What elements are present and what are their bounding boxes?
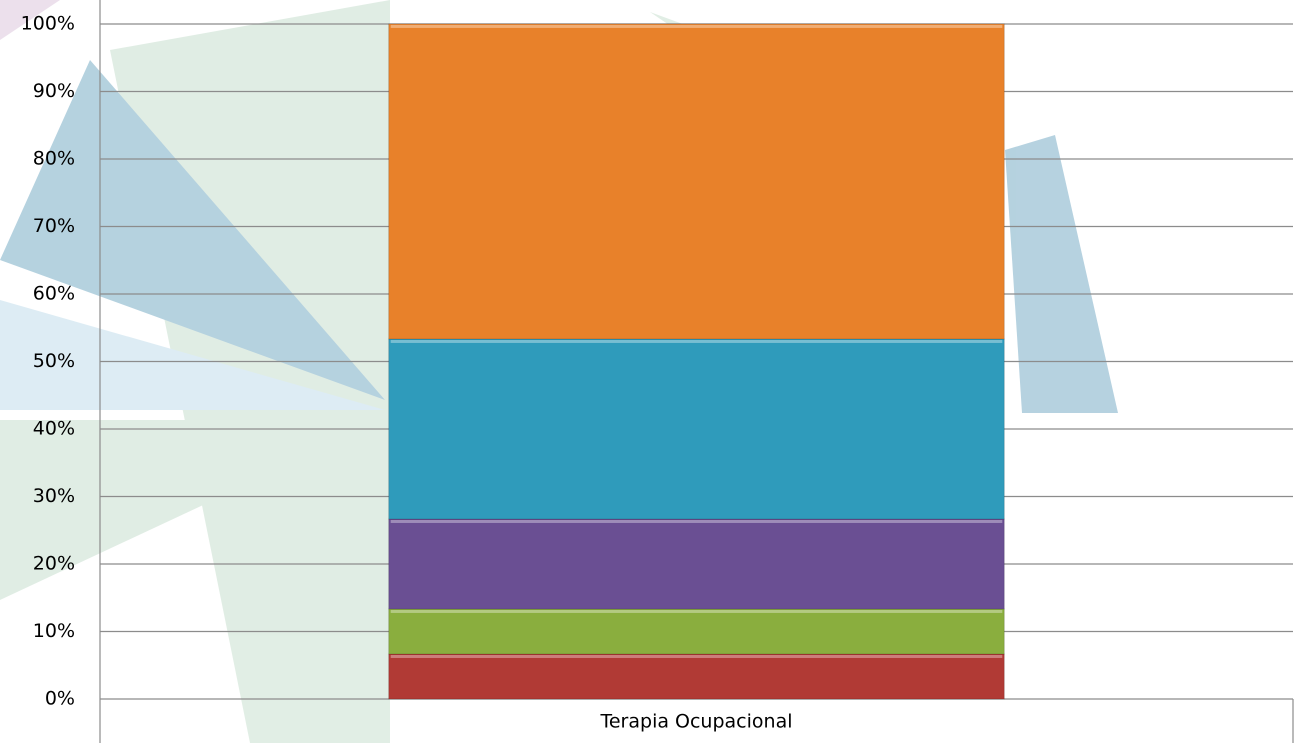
y-tick-label: 80% — [33, 148, 75, 170]
y-tick-label: 30% — [33, 485, 75, 507]
x-tick-label: Terapia Ocupacional — [599, 711, 792, 733]
y-tick-label: 60% — [33, 283, 75, 305]
bar-segment — [388, 608, 1005, 655]
bar-highlight — [390, 24, 1003, 28]
bar-highlight — [390, 519, 1003, 523]
y-tick-label: 0% — [45, 688, 75, 710]
bar-highlight — [390, 339, 1003, 343]
y-tick-label: 20% — [33, 553, 75, 575]
bar-segment — [388, 518, 1005, 610]
bar-highlight — [390, 609, 1003, 613]
y-tick-label: 70% — [33, 215, 75, 237]
bar-segment — [388, 653, 1005, 700]
bar-segment — [388, 338, 1005, 520]
y-tick-label: 50% — [33, 350, 75, 372]
y-tick-label: 100% — [21, 13, 75, 35]
bar-highlight — [390, 654, 1003, 658]
y-tick-label: 40% — [33, 418, 75, 440]
y-tick-label: 90% — [33, 80, 75, 102]
bar-segment — [388, 23, 1005, 340]
y-tick-label: 10% — [33, 620, 75, 642]
